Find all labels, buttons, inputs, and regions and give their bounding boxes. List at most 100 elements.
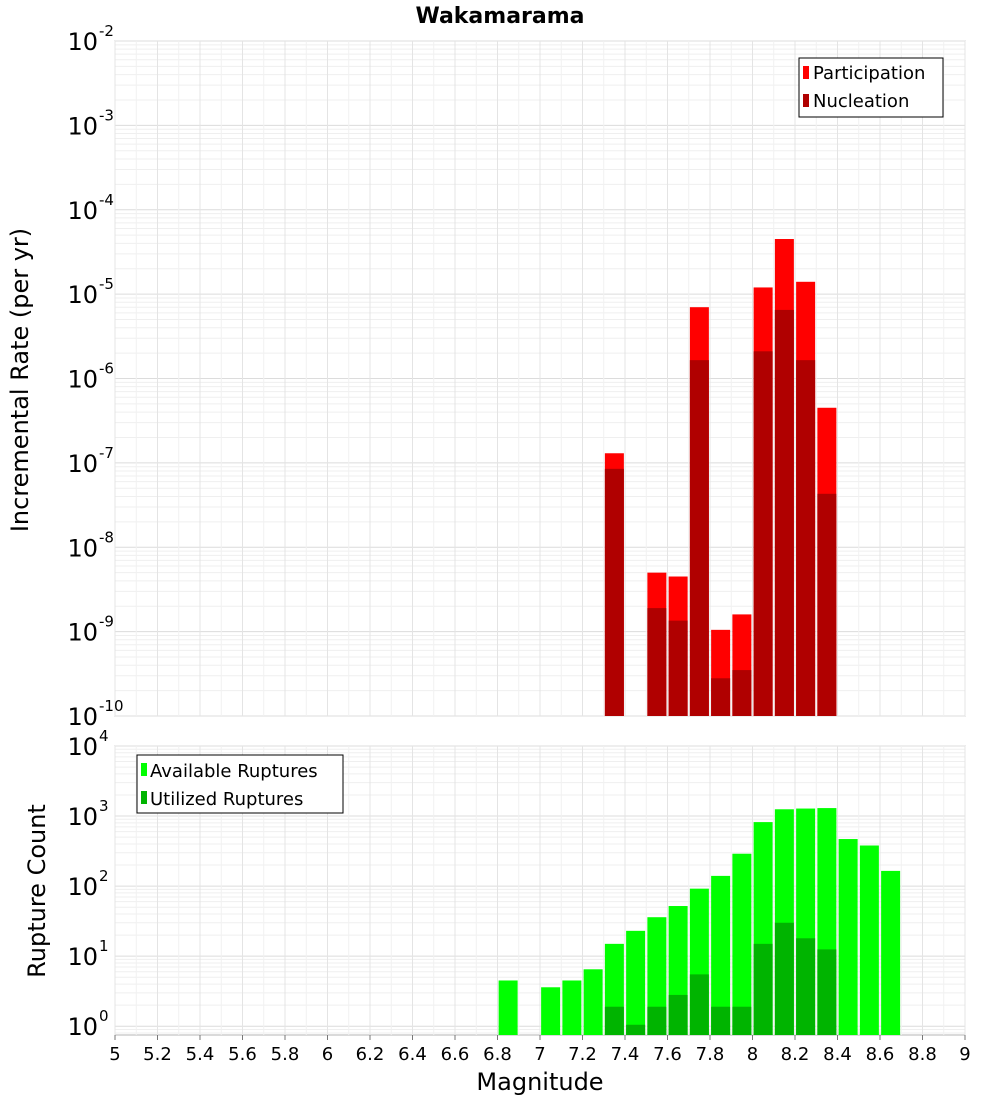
available-ruptures-bar [626, 930, 646, 1035]
available-ruptures-bar [647, 917, 667, 1035]
svg-text:2: 2 [99, 867, 109, 885]
svg-text:-10: -10 [99, 697, 124, 715]
x-tick-label: 7.4 [611, 1044, 640, 1065]
svg-text:3: 3 [99, 797, 109, 815]
count-legend-box [136, 754, 344, 814]
available-ruptures-bar [541, 987, 561, 1035]
utilized-ruptures-bar [732, 1006, 752, 1035]
x-tick-label: 8.8 [908, 1044, 937, 1065]
svg-text:10: 10 [67, 450, 98, 478]
x-axis-label: Magnitude [476, 1068, 603, 1096]
nucleation-bar [689, 360, 709, 716]
x-tick-label: 6 [322, 1044, 333, 1065]
rate-grid [114, 40, 966, 717]
nucleation-bar [647, 608, 667, 716]
utilized-ruptures-bar [817, 949, 837, 1035]
svg-text:-7: -7 [99, 444, 114, 462]
rate-y-axis-label: Incremental Rate (per yr) [6, 228, 34, 532]
x-tick-label: 7.6 [653, 1044, 682, 1065]
nucleation-bar [732, 670, 752, 716]
svg-text:10: 10 [67, 534, 98, 562]
y-tick-label: 10 2 [67, 867, 108, 901]
x-tick-label: 8 [747, 1044, 758, 1065]
svg-text:-2: -2 [99, 22, 114, 40]
x-tick-label: 5.4 [186, 1044, 215, 1065]
available-ruptures-bar [583, 969, 603, 1035]
nucleation-legend-label: Nucleation [813, 91, 909, 112]
svg-text:10: 10 [67, 112, 98, 140]
utilized-ruptures-bar [753, 943, 773, 1035]
x-tick-label: 7.8 [696, 1044, 725, 1065]
available-ruptures-bar [732, 853, 752, 1035]
rate-bars [604, 239, 837, 716]
y-tick-label: 10 -10 [67, 697, 123, 731]
nucleation-bar [711, 678, 731, 716]
utilized-ruptures-bar [711, 1006, 731, 1035]
utilized-ruptures-bar [774, 922, 794, 1035]
y-tick-label: 10 -4 [67, 191, 114, 225]
chart-title: Wakamarama [415, 4, 584, 29]
nucleation-bar [753, 351, 773, 716]
rate-legend: Participation Nucleation [798, 57, 944, 118]
utilized-ruptures-bar [626, 1024, 646, 1035]
x-tick-label: 6.6 [441, 1044, 470, 1065]
available-ruptures-bar [881, 870, 901, 1035]
nucleation-bar [604, 468, 624, 716]
utilized-swatch [141, 791, 147, 804]
available-ruptures-bar [498, 980, 518, 1035]
y-tick-label: 10 4 [67, 727, 108, 761]
utilized-legend-label: Utilized Ruptures [150, 789, 303, 810]
x-tick-label: 7 [534, 1044, 545, 1065]
y-tick-label: 10 -9 [67, 613, 114, 647]
count-y-axis-label: Rupture Count [23, 804, 51, 978]
x-tick-label: 6.4 [398, 1044, 427, 1065]
y-tick-label: 10 -8 [67, 528, 114, 562]
magnitude-x-ticks: 5 5.2 5.4 5.6 5.8 6 6.2 6.4 6.6 6.8 7 7.2 7.4 7.6 7.8 8… [109, 1035, 971, 1065]
utilized-ruptures-bar [689, 974, 709, 1035]
svg-text:10: 10 [67, 733, 98, 761]
available-ruptures-bar [711, 875, 731, 1035]
rate-legend-box [798, 57, 944, 118]
x-tick-label: 5 [109, 1044, 120, 1065]
y-tick-label: 10 -3 [67, 106, 114, 140]
svg-text:-3: -3 [99, 106, 114, 124]
available-legend-label: Available Ruptures [150, 761, 318, 782]
count-legend: Available Ruptures Utilized Ruptures [136, 754, 344, 814]
y-tick-label: 10 3 [67, 797, 108, 831]
svg-text:0: 0 [99, 1007, 109, 1025]
participation-legend-label: Participation [813, 63, 925, 84]
svg-text:10: 10 [67, 1013, 98, 1041]
svg-text:10: 10 [67, 943, 98, 971]
svg-text:10: 10 [67, 619, 98, 647]
svg-text:-4: -4 [99, 191, 114, 209]
x-tick-label: 5.8 [271, 1044, 300, 1065]
svg-text:-9: -9 [99, 613, 114, 631]
svg-text:10: 10 [67, 803, 98, 831]
svg-text:-5: -5 [99, 275, 114, 293]
svg-text:-8: -8 [99, 528, 114, 546]
x-tick-label: 8.2 [781, 1044, 810, 1065]
nucleation-bar [796, 360, 816, 716]
nucleation-bar [774, 309, 794, 716]
available-swatch [141, 763, 147, 776]
y-tick-label: 10 -2 [67, 22, 114, 56]
available-ruptures-bar [859, 845, 879, 1035]
y-tick-label: 10 -7 [67, 444, 114, 478]
x-tick-label: 8.4 [823, 1044, 852, 1065]
y-tick-label: 10 -6 [67, 360, 114, 394]
x-tick-label: 5.6 [228, 1044, 257, 1065]
svg-text:10: 10 [67, 366, 98, 394]
svg-text:1: 1 [99, 937, 109, 955]
nucleation-swatch [803, 94, 809, 107]
y-tick-label: 10 1 [67, 937, 108, 971]
utilized-ruptures-bar [668, 994, 688, 1035]
available-ruptures-bar [562, 980, 582, 1035]
y-tick-label: 10 -5 [67, 275, 114, 309]
svg-text:-6: -6 [99, 360, 114, 378]
count-bars [498, 808, 901, 1035]
utilized-ruptures-bar [796, 938, 816, 1035]
